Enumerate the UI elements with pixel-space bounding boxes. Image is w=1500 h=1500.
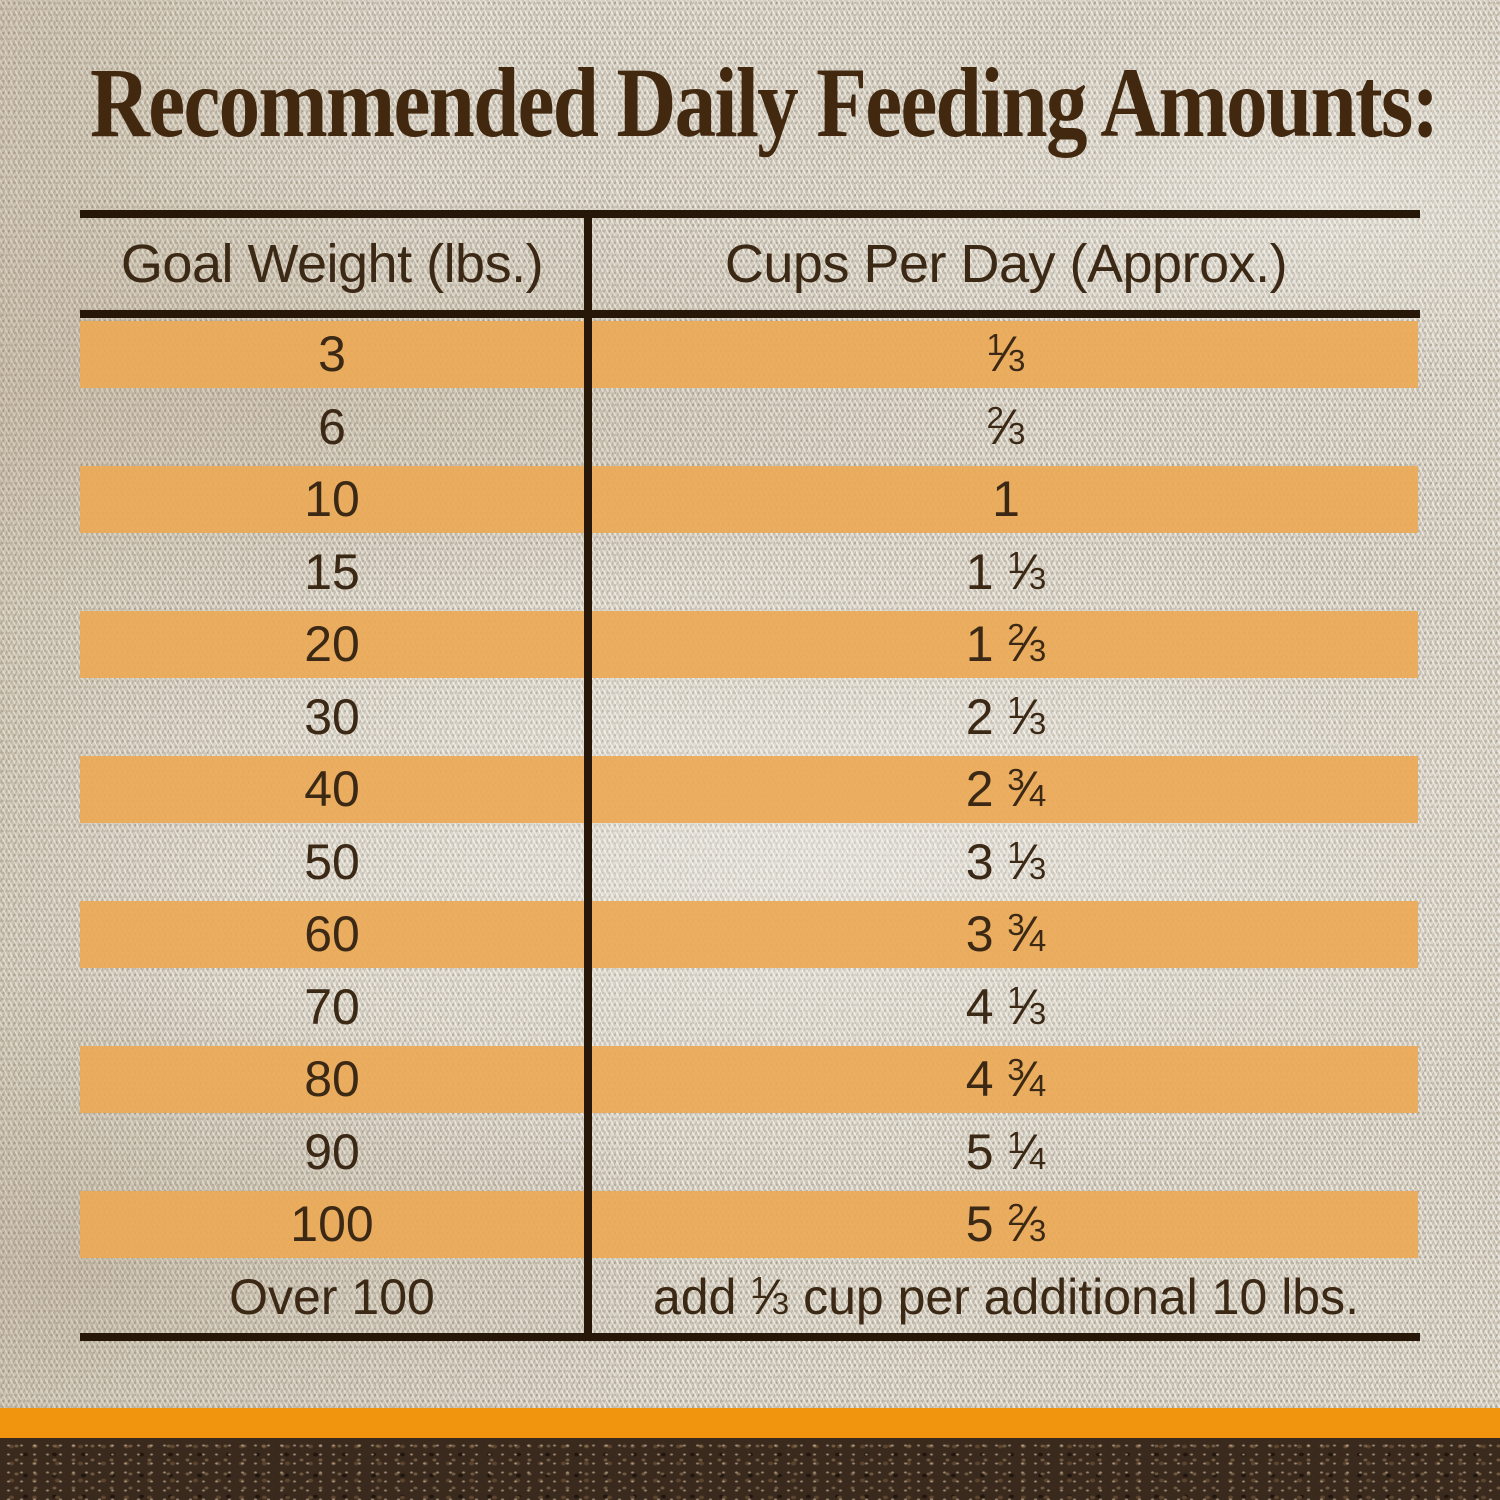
table-row: 30 2 1⁄3 bbox=[80, 681, 1420, 754]
table-bottom-rule bbox=[80, 1333, 1420, 1341]
table-row: 100 5 2⁄3 bbox=[80, 1188, 1420, 1261]
fraction: 3⁄4 bbox=[1007, 906, 1047, 963]
table-row: 10 1 bbox=[80, 463, 1420, 536]
table-row: 60 3 3⁄4 bbox=[80, 898, 1420, 971]
cups-per-day-value: 1 bbox=[992, 471, 1020, 528]
fraction: 1⁄4 bbox=[1007, 1123, 1047, 1180]
table-row: Over 100 add 1⁄3 cup per additional 10 lb… bbox=[80, 1261, 1420, 1334]
table-row: 3 1⁄3 bbox=[80, 318, 1420, 391]
table-row: 6 2⁄3 bbox=[80, 391, 1420, 464]
fraction: 2⁄3 bbox=[1007, 1196, 1047, 1253]
cups-per-day-value: 2 3⁄4 bbox=[965, 761, 1047, 818]
fraction: 1⁄3 bbox=[986, 326, 1026, 383]
fraction: 1⁄3 bbox=[1007, 688, 1047, 745]
fraction: 1⁄3 bbox=[1007, 543, 1047, 600]
table-header-row: Goal Weight (lbs.) Cups Per Day (Approx.… bbox=[80, 218, 1420, 310]
fabric-fold-shading bbox=[0, 0, 1500, 1410]
fraction: 3⁄4 bbox=[1007, 761, 1047, 818]
goal-weight-value: 15 bbox=[304, 543, 360, 600]
page-title: Recommended Daily Feeding Amounts: bbox=[90, 47, 1439, 158]
fraction: 3⁄4 bbox=[1007, 1051, 1047, 1108]
feeding-table: Goal Weight (lbs.) Cups Per Day (Approx.… bbox=[80, 210, 1420, 1341]
cups-per-day-value: 2 1⁄3 bbox=[965, 688, 1047, 745]
goal-weight-value: 20 bbox=[304, 616, 360, 673]
table-row: 15 1 1⁄3 bbox=[80, 536, 1420, 609]
goal-weight-value: 80 bbox=[304, 1051, 360, 1108]
table-row: 90 5 1⁄4 bbox=[80, 1116, 1420, 1189]
table-row: 50 3 1⁄3 bbox=[80, 826, 1420, 899]
soil-texture-band bbox=[0, 1438, 1500, 1500]
column-divider-line bbox=[584, 210, 592, 1341]
accent-band bbox=[0, 1408, 1500, 1438]
fraction: 2⁄3 bbox=[986, 398, 1026, 455]
goal-weight-value: 100 bbox=[290, 1196, 374, 1253]
column-header-cups-per-day: Cups Per Day (Approx.) bbox=[724, 234, 1288, 294]
cups-per-day-value: 4 1⁄3 bbox=[965, 978, 1047, 1035]
fraction: 1⁄3 bbox=[750, 1268, 790, 1325]
cups-per-day-value: 5 1⁄4 bbox=[965, 1123, 1047, 1180]
fabric-speckle-texture bbox=[0, 0, 1500, 1410]
goal-weight-value: 6 bbox=[318, 398, 346, 455]
cups-per-day-value: 5 2⁄3 bbox=[965, 1196, 1047, 1253]
cups-per-day-value: 3 1⁄3 bbox=[965, 833, 1047, 890]
goal-weight-value: 50 bbox=[304, 833, 360, 890]
table-row: 80 4 3⁄4 bbox=[80, 1043, 1420, 1116]
fabric-background: Recommended Daily Feeding Amounts: Goal … bbox=[0, 0, 1500, 1410]
goal-weight-value: Over 100 bbox=[229, 1268, 435, 1325]
cups-per-day-value: 1 2⁄3 bbox=[965, 616, 1047, 673]
goal-weight-value: 3 bbox=[318, 326, 346, 383]
goal-weight-value: 10 bbox=[304, 471, 360, 528]
table-row: 20 1 2⁄3 bbox=[80, 608, 1420, 681]
table-body: 3 1⁄3 6 2⁄3 10 1 15 1 1⁄3 20 1 2⁄3 30 2 1⁄3 40 2 3⁄4 5… bbox=[80, 318, 1420, 1333]
cups-per-day-value: 4 3⁄4 bbox=[965, 1051, 1047, 1108]
table-header-rule bbox=[80, 310, 1420, 318]
column-header-goal-weight: Goal Weight (lbs.) bbox=[120, 234, 544, 294]
goal-weight-value: 60 bbox=[304, 906, 360, 963]
goal-weight-value: 30 bbox=[304, 688, 360, 745]
fraction: 1⁄3 bbox=[1007, 978, 1047, 1035]
fraction: 2⁄3 bbox=[1007, 616, 1047, 673]
cups-per-day-value: 1 1⁄3 bbox=[965, 543, 1047, 600]
cups-per-day-value: add 1⁄3 cup per additional 10 lbs. bbox=[652, 1268, 1359, 1325]
fraction: 1⁄3 bbox=[1007, 833, 1047, 890]
cups-per-day-value: 2⁄3 bbox=[592, 398, 1420, 456]
cups-per-day-value: 1⁄3 bbox=[592, 325, 1420, 383]
goal-weight-value: 40 bbox=[304, 761, 360, 818]
table-row: 40 2 3⁄4 bbox=[80, 753, 1420, 826]
goal-weight-value: 90 bbox=[304, 1123, 360, 1180]
table-top-rule bbox=[80, 210, 1420, 218]
table-row: 70 4 1⁄3 bbox=[80, 971, 1420, 1044]
cups-per-day-value: 3 3⁄4 bbox=[965, 906, 1047, 963]
goal-weight-value: 70 bbox=[304, 978, 360, 1035]
